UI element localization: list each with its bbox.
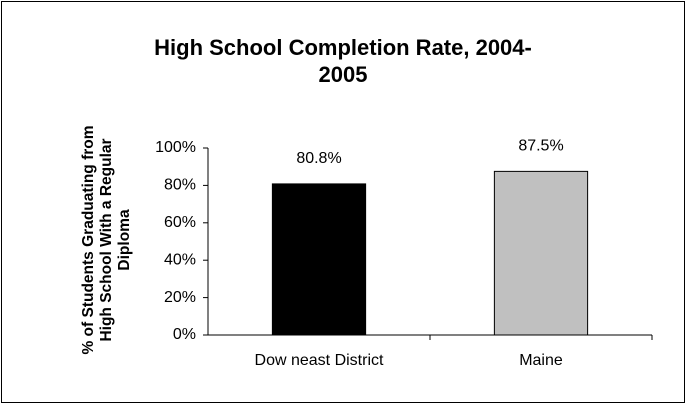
y-tick-label: 0% <box>173 326 196 343</box>
y-tick-label: 20% <box>164 289 196 306</box>
x-tick-label: Maine <box>519 352 563 369</box>
value-label: 80.8% <box>296 150 341 167</box>
bar <box>493 170 589 336</box>
y-axis-label: % of Students Graduating from High Schoo… <box>80 125 133 355</box>
chart-title: High School Completion Rate, 2004-2005 <box>154 35 532 87</box>
x-tick-label: Dow neast District <box>255 352 384 369</box>
y-tick-label: 100% <box>155 139 196 156</box>
value-label: 87.5% <box>518 138 563 155</box>
bar <box>271 183 367 336</box>
y-tick-label: 40% <box>164 251 196 268</box>
y-tick-label: 80% <box>164 177 196 194</box>
y-tick-label: 60% <box>164 214 196 231</box>
